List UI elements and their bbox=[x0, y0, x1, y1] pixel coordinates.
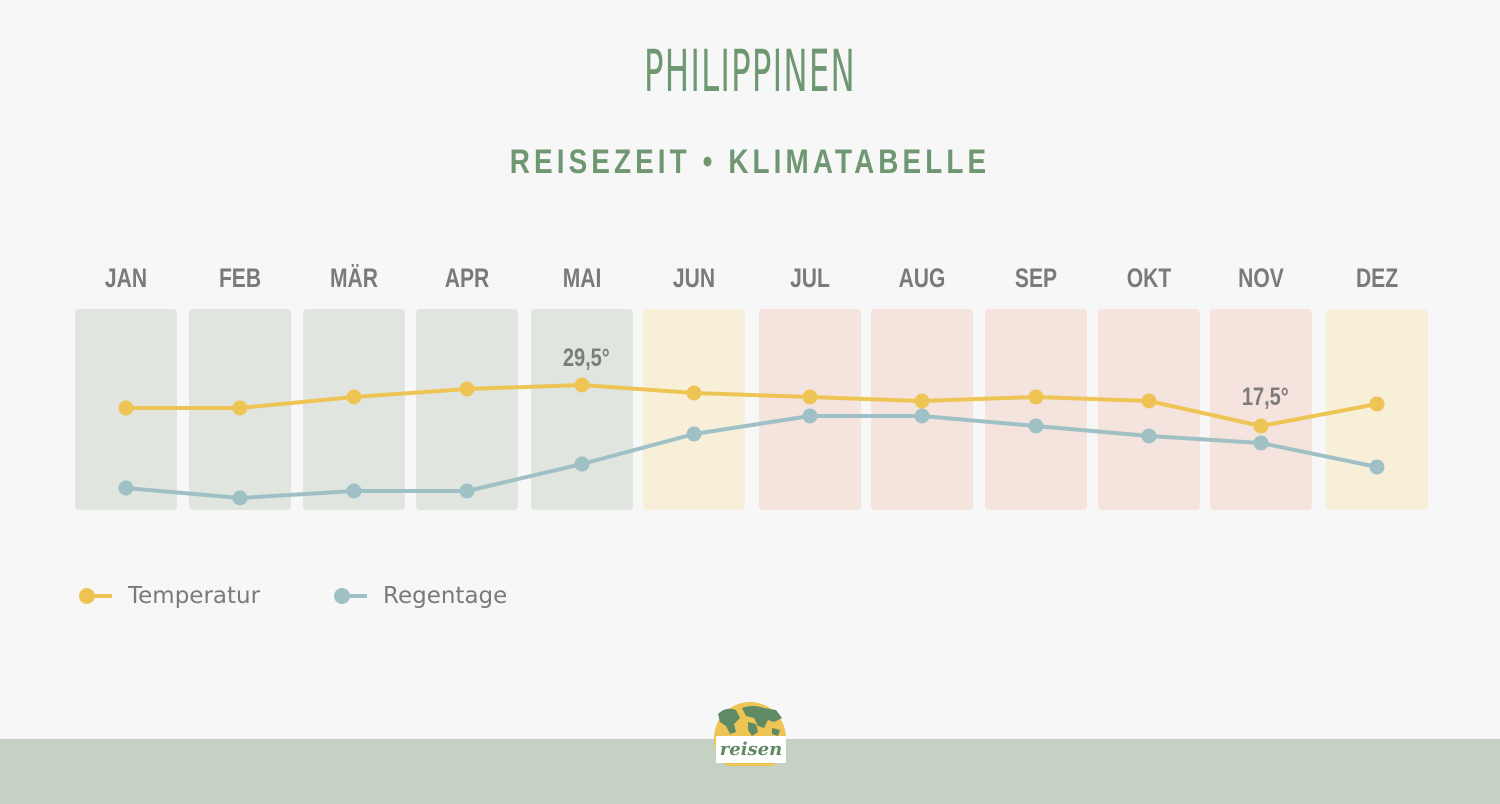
data-point bbox=[459, 483, 475, 499]
rain-days-points bbox=[118, 408, 1385, 506]
data-point bbox=[232, 490, 248, 506]
max-temperature-label: 29,5° bbox=[562, 344, 610, 372]
data-point bbox=[1141, 428, 1157, 444]
legend-label-temperature: Temperatur bbox=[128, 583, 261, 609]
month-label: OKT bbox=[1126, 263, 1172, 293]
month-label: MÄR bbox=[330, 263, 378, 293]
data-point bbox=[346, 483, 362, 499]
temperature-line bbox=[126, 383, 1378, 428]
month-label: DEZ bbox=[1355, 263, 1399, 293]
data-point bbox=[1369, 459, 1385, 475]
temperature-points bbox=[118, 377, 1385, 434]
legend-item-temperature: Temperatur bbox=[78, 580, 260, 612]
data-point bbox=[914, 393, 930, 409]
data-point bbox=[118, 480, 134, 496]
month-column-mai bbox=[531, 309, 633, 510]
data-point bbox=[686, 426, 702, 442]
data-point bbox=[1369, 396, 1385, 412]
month-label: APR bbox=[444, 263, 490, 293]
month-label: MAI bbox=[562, 263, 602, 293]
data-point bbox=[1141, 393, 1157, 409]
rain-days-line bbox=[125, 414, 1378, 500]
min-temperature-label: 17,5° bbox=[1241, 383, 1289, 411]
rain-legend-icon bbox=[334, 588, 367, 604]
month-label: JUN bbox=[672, 263, 716, 293]
data-point bbox=[802, 408, 818, 424]
month-label: NOV bbox=[1238, 263, 1284, 293]
month-label: FEB bbox=[218, 263, 262, 293]
data-point bbox=[802, 389, 818, 405]
month-label: AUG bbox=[898, 263, 946, 293]
page-title: PHILIPPINEN bbox=[644, 37, 856, 105]
month-label: JUL bbox=[790, 263, 830, 293]
legend-item-rain: Regentage bbox=[333, 580, 507, 612]
data-point bbox=[574, 456, 590, 472]
data-point bbox=[686, 385, 702, 401]
data-point bbox=[1253, 418, 1269, 434]
data-point bbox=[1253, 435, 1269, 451]
month-column-apr bbox=[416, 309, 518, 510]
data-point bbox=[914, 408, 930, 424]
logo-wordmark: reisen bbox=[716, 736, 786, 763]
data-point bbox=[1028, 418, 1044, 434]
month-column-nov bbox=[1210, 309, 1312, 510]
data-point bbox=[1028, 389, 1044, 405]
data-point bbox=[346, 389, 362, 405]
data-point bbox=[574, 377, 590, 393]
data-point bbox=[232, 400, 248, 416]
month-column-jun bbox=[643, 309, 745, 510]
month-label: JAN bbox=[104, 263, 148, 293]
temperature-legend-icon bbox=[79, 588, 112, 604]
month-column-sep bbox=[985, 309, 1087, 510]
legend-label-rain: Regentage bbox=[383, 583, 508, 609]
page-subtitle: REISEZEIT • KLIMATABELLE bbox=[509, 143, 991, 181]
data-point bbox=[459, 381, 475, 397]
data-point bbox=[118, 400, 134, 416]
month-column-mär bbox=[303, 309, 405, 510]
month-label: SEP bbox=[1014, 263, 1058, 293]
